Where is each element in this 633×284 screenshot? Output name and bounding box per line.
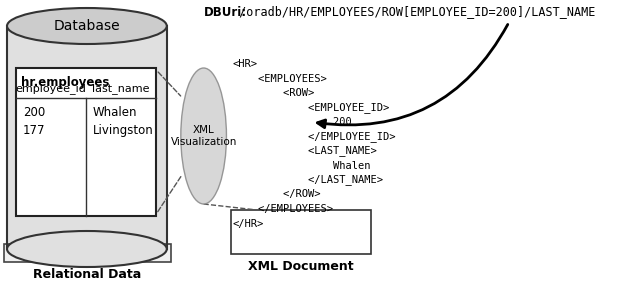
Text: </ROW>: </ROW>: [232, 189, 320, 199]
Ellipse shape: [7, 8, 166, 44]
Text: 200: 200: [23, 105, 45, 118]
Text: <EMPLOYEES>: <EMPLOYEES>: [232, 74, 327, 83]
FancyBboxPatch shape: [16, 68, 156, 216]
Text: Relational Data: Relational Data: [33, 268, 141, 281]
Text: <EMPLOYEE_ID>: <EMPLOYEE_ID>: [232, 102, 389, 113]
Text: Livingston: Livingston: [93, 124, 154, 137]
Text: hr.employees: hr.employees: [21, 76, 110, 89]
Text: Whalen: Whalen: [232, 160, 370, 170]
Text: <LAST_NAME>: <LAST_NAME>: [232, 145, 377, 156]
Ellipse shape: [7, 231, 166, 267]
Text: /oradb/HR/EMPLOYEES/ROW[EMPLOYEE_ID=200]/LAST_NAME: /oradb/HR/EMPLOYEES/ROW[EMPLOYEE_ID=200]…: [232, 5, 595, 18]
Text: Whalen: Whalen: [93, 105, 137, 118]
Text: <HR>: <HR>: [232, 59, 258, 69]
Text: employee_id: employee_id: [15, 83, 86, 95]
Text: Database: Database: [54, 19, 120, 33]
Text: DBUri:: DBUri:: [204, 5, 247, 18]
Text: 177: 177: [23, 124, 46, 137]
Text: 200: 200: [232, 117, 351, 127]
Text: last_name: last_name: [92, 83, 150, 95]
Text: XML Document: XML Document: [248, 260, 354, 273]
Text: <ROW>: <ROW>: [232, 88, 314, 98]
Text: </LAST_NAME>: </LAST_NAME>: [232, 175, 382, 185]
Text: </HR>: </HR>: [232, 218, 264, 229]
Text: </EMPLOYEE_ID>: </EMPLOYEE_ID>: [232, 131, 395, 142]
Text: XML
Visualization: XML Visualization: [170, 125, 237, 147]
Polygon shape: [7, 26, 166, 249]
Text: </EMPLOYEES>: </EMPLOYEES>: [232, 204, 332, 214]
FancyBboxPatch shape: [4, 244, 171, 262]
Ellipse shape: [181, 68, 227, 204]
